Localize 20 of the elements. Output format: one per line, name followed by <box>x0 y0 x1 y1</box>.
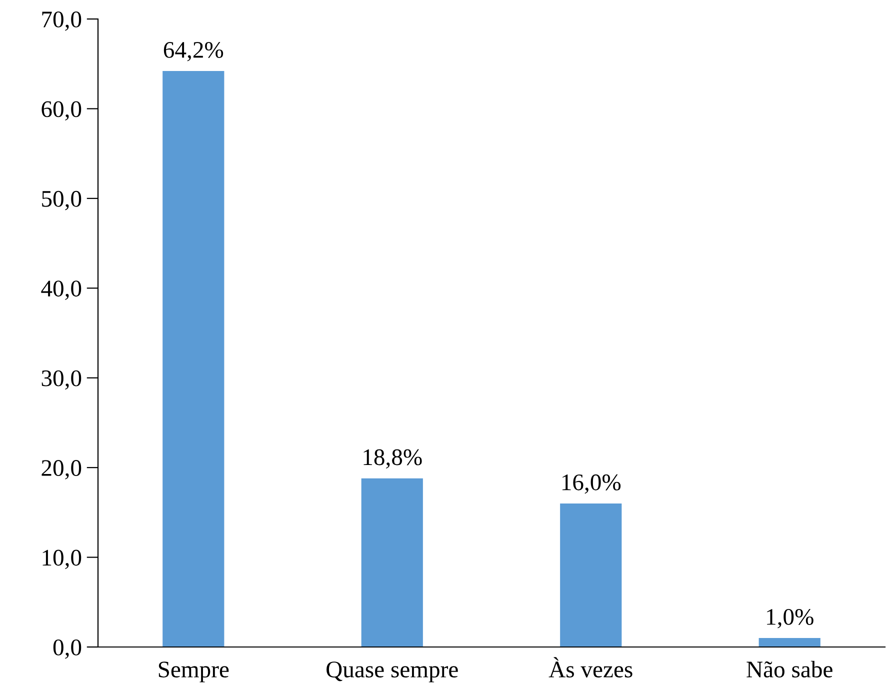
data-label: 1,0% <box>767 608 814 628</box>
y-tick-label: 30,0 <box>42 370 82 390</box>
y-tick-label: 10,0 <box>42 550 82 570</box>
x-tick-label: Às vezes <box>548 657 632 678</box>
data-label: 16,0% <box>562 474 621 494</box>
data-label: 64,2% <box>164 42 224 62</box>
bar <box>162 71 224 647</box>
bar <box>758 638 820 647</box>
y-tick-label: 70,0 <box>42 11 82 31</box>
bar <box>560 503 622 647</box>
x-tick-label: Quase sempre <box>326 662 458 682</box>
x-tick-label: Não sabe <box>746 660 832 678</box>
data-label: 18,8% <box>364 449 422 469</box>
y-tick-label: 50,0 <box>42 190 82 210</box>
bar <box>361 478 423 647</box>
y-tick-label: 20,0 <box>42 460 82 480</box>
y-tick-label: 40,0 <box>41 280 82 300</box>
x-tick-label: Sempre <box>158 662 229 682</box>
y-tick-label: 60,0 <box>42 101 82 121</box>
y-tick-label: 0,0 <box>53 639 82 659</box>
